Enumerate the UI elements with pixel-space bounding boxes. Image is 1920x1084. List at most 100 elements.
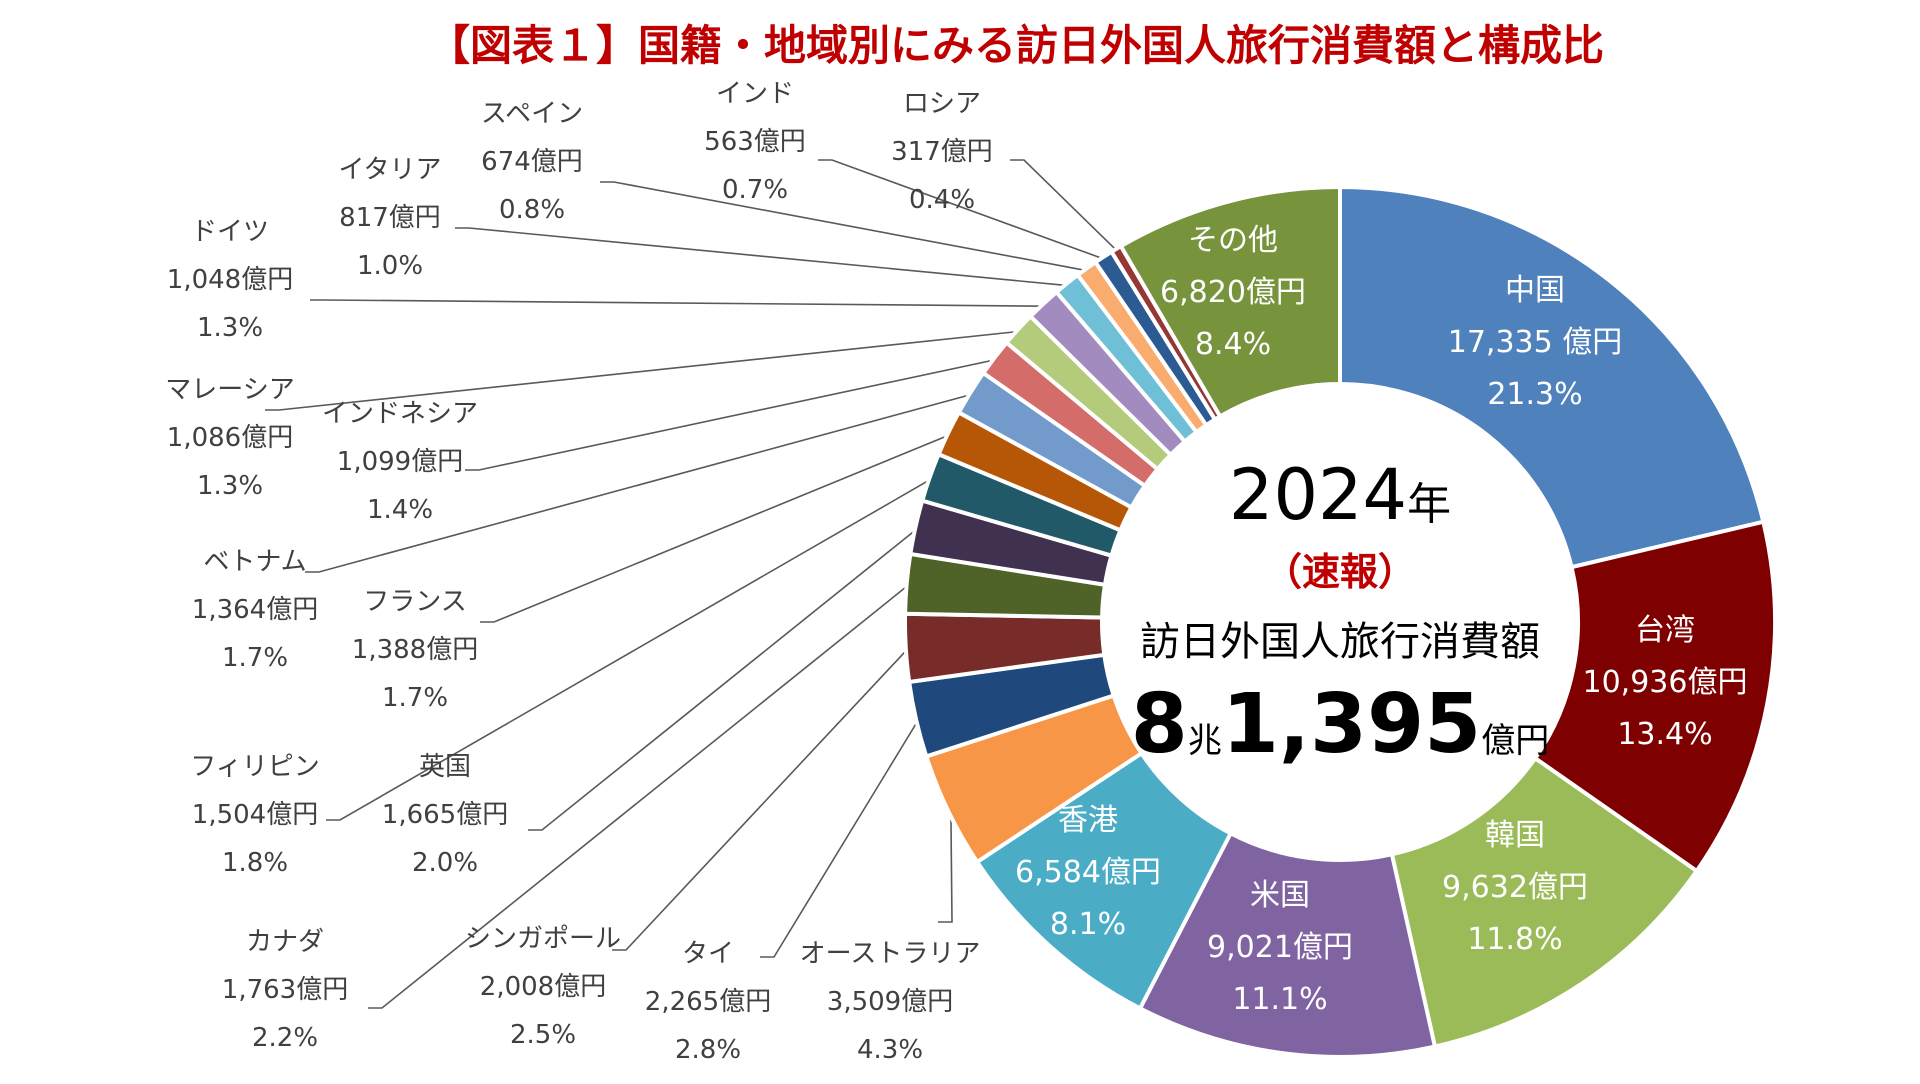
slice-label-pct: 8.1% (1050, 907, 1126, 942)
slice-label-pct: 2.8% (675, 1035, 741, 1065)
slice-label-value: 17,335 億円 (1448, 325, 1623, 360)
slice-label-name: ベトナム (203, 547, 306, 577)
slice-label-pct: 1.3% (197, 313, 263, 343)
slice-label-value: 2,265億円 (645, 987, 771, 1017)
center-year-unit: 年 (1407, 479, 1451, 530)
slice-label-pct: 11.1% (1232, 982, 1327, 1017)
slice-label-name: マレーシア (165, 375, 294, 405)
leader-lines (265, 159, 1119, 1009)
slice-label-name: 米国 (1250, 878, 1310, 913)
leader-line (305, 393, 974, 573)
slice-label-pct: 2.5% (510, 1020, 576, 1050)
slice-label-pct: 8.4% (1195, 327, 1271, 362)
slice-label-value: 1,086億円 (167, 423, 293, 453)
center-total-oku: 1,395 (1222, 677, 1481, 772)
slice-label-pct: 0.8% (499, 195, 565, 225)
slice-label-name: シンガポール (465, 924, 621, 954)
slice-label-value: 1,099億円 (337, 447, 463, 477)
slice-label-value: 674億円 (481, 147, 583, 177)
leader-line (528, 527, 919, 831)
slice-label-pct: 2.0% (412, 848, 478, 878)
leader-line (1010, 159, 1119, 253)
svg-text:2024年: 2024年 (1229, 454, 1451, 536)
center-total-cho: 8 (1131, 677, 1188, 772)
donut-slice (1118, 184, 1342, 420)
leader-line (818, 159, 1106, 261)
slice-label-name: インドネシア (322, 399, 478, 429)
leader-line (465, 358, 998, 471)
slice-label-name: その他 (1188, 223, 1278, 258)
slice-label-pct: 1.7% (222, 643, 288, 673)
slice-label-name: オーストラリア (800, 939, 981, 969)
slice-label-name: 韓国 (1485, 818, 1545, 853)
slice-label-name: フィリピン (190, 752, 319, 782)
slice-label-value: 6,584億円 (1015, 855, 1161, 890)
slice-label-pct: 11.8% (1467, 922, 1562, 957)
slice-label-pct: 13.4% (1617, 717, 1712, 752)
slice-label-value: 1,763億円 (222, 975, 348, 1005)
slice-label-name: 香港 (1058, 803, 1118, 838)
slice-label-name: カナダ (246, 927, 324, 957)
slice-label-value: 1,665億円 (382, 800, 508, 830)
slice-label-value: 817億円 (339, 203, 441, 233)
slice-labels: 中国 17,335 億円 21.3% 台湾 10,936億円 13.4% 韓国 9,632億円… (165, 79, 1747, 1065)
slice-label-pct: 0.4% (909, 185, 975, 215)
slice-label-value: 317億円 (891, 137, 993, 167)
leader-line (310, 299, 1046, 307)
leader-line (480, 433, 952, 623)
slice-label-value: 1,364億円 (192, 595, 318, 625)
svg-text:8兆1,395億円: 8兆1,395億円 (1131, 677, 1549, 772)
chart-title: 【図表１】国籍・地域別にみる訪日外国人旅行消費額と構成比 (428, 21, 1604, 70)
donut-slices (903, 184, 1777, 1059)
slice-label-value: 9,021億円 (1207, 930, 1353, 965)
slice-label-value: 10,936億円 (1583, 665, 1748, 700)
center-summary: 2024年 （速報） 訪日外国人旅行消費額 8兆1,395億円 (1131, 454, 1549, 772)
donut-slice (1389, 755, 1700, 1049)
leader-line (265, 330, 1021, 411)
slice-label-pct: 1.7% (382, 683, 448, 713)
donut-slice (1137, 830, 1438, 1059)
slice-label-pct: 4.3% (857, 1035, 923, 1065)
leader-line (326, 477, 934, 821)
slice-label-name: タイ (682, 939, 734, 969)
slice-label-name: フランス (363, 587, 466, 617)
leader-line (455, 227, 1069, 287)
leader-line (938, 809, 953, 923)
slice-label-pct: 0.7% (722, 175, 788, 205)
slice-label-pct: 1.8% (222, 848, 288, 878)
slice-label-name: インド (716, 79, 794, 109)
center-status: （速報） (1264, 550, 1416, 594)
center-cho-unit: 兆 (1188, 721, 1222, 761)
donut-slice (1338, 184, 1766, 570)
slice-label-name: 英国 (419, 752, 471, 782)
center-label: 訪日外国人旅行消費額 (1140, 619, 1540, 665)
slice-label-name: イタリア (339, 155, 442, 185)
slice-label-pct: 2.2% (252, 1023, 318, 1053)
leader-line (600, 181, 1089, 272)
leader-line (612, 647, 910, 951)
slice-label-pct: 1.0% (357, 251, 423, 281)
slice-label-value: 2,008億円 (480, 972, 606, 1002)
slice-label-value: 563億円 (704, 127, 806, 157)
slice-label-pct: 21.3% (1487, 377, 1582, 412)
center-year: 2024 (1229, 454, 1407, 536)
slice-label-value: 1,388億円 (352, 635, 478, 665)
slice-label-value: 1,048億円 (167, 265, 293, 295)
slice-label-value: 9,632億円 (1442, 870, 1588, 905)
donut-slice (1532, 519, 1777, 874)
slice-label-pct: 1.3% (197, 471, 263, 501)
slice-label-pct: 1.4% (367, 495, 433, 525)
slice-label-name: ドイツ (191, 217, 269, 247)
center-oku-unit: 億円 (1481, 721, 1549, 761)
slice-label-name: スペイン (481, 99, 583, 129)
leader-line (368, 583, 911, 1009)
slice-label-name: ロシア (903, 89, 981, 119)
slice-label-value: 3,509億円 (827, 987, 953, 1017)
slice-label-value: 1,504億円 (192, 800, 318, 830)
slice-label-name: 中国 (1505, 273, 1565, 308)
slice-label-value: 6,820億円 (1160, 275, 1306, 310)
leader-line (760, 718, 920, 958)
slice-label-name: 台湾 (1635, 613, 1695, 648)
